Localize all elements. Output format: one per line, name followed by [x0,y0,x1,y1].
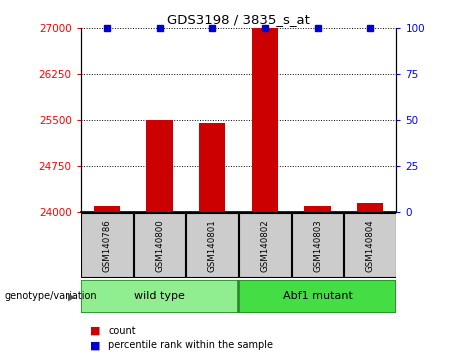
Text: GSM140803: GSM140803 [313,219,322,272]
FancyBboxPatch shape [239,280,396,313]
FancyBboxPatch shape [292,213,343,277]
Text: GSM140800: GSM140800 [155,219,164,272]
Bar [304,206,331,212]
Text: percentile rank within the sample: percentile rank within the sample [108,340,273,350]
FancyBboxPatch shape [81,280,238,313]
Bar [357,203,383,212]
Bar [94,206,120,212]
Bar [252,28,278,212]
Text: GSM140804: GSM140804 [366,219,375,272]
FancyBboxPatch shape [81,213,133,277]
Title: GDS3198 / 3835_s_at: GDS3198 / 3835_s_at [167,13,310,26]
Text: ■: ■ [90,326,100,336]
Bar [147,120,173,212]
Bar [199,124,225,212]
Text: GSM140786: GSM140786 [102,219,112,272]
Text: GSM140802: GSM140802 [260,219,269,272]
FancyBboxPatch shape [186,213,238,277]
Text: count: count [108,326,136,336]
Text: ▶: ▶ [68,291,75,302]
Text: GSM140801: GSM140801 [208,219,217,272]
FancyBboxPatch shape [134,213,185,277]
Text: wild type: wild type [134,291,185,302]
FancyBboxPatch shape [344,213,396,277]
FancyBboxPatch shape [239,213,291,277]
Text: genotype/variation: genotype/variation [5,291,97,302]
Text: ■: ■ [90,340,100,350]
Text: Abf1 mutant: Abf1 mutant [283,291,353,302]
